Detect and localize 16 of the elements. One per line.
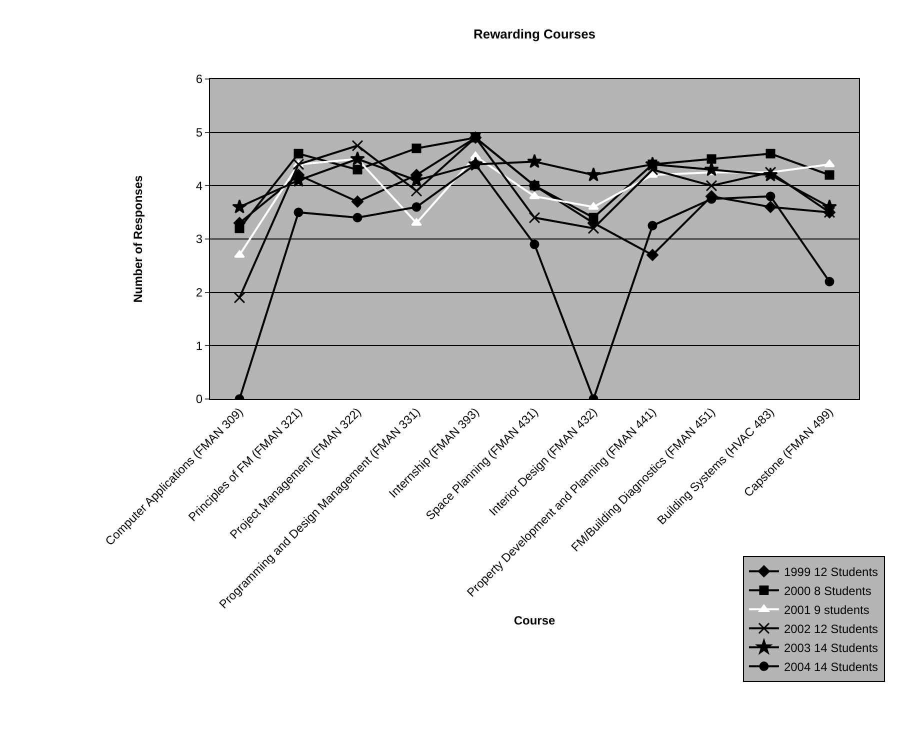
y-tick-label: 2	[196, 286, 203, 300]
legend-label: 2004 14 Students	[784, 660, 878, 674]
legend-label: 2000 8 Students	[784, 584, 872, 598]
legend-label: 2001 9 students	[784, 602, 870, 617]
y-tick-label: 6	[196, 72, 203, 86]
y-tick-label: 5	[196, 126, 203, 140]
chart-title: Rewarding Courses	[473, 26, 596, 42]
y-tick-label: 4	[196, 178, 203, 193]
legend-label: 2002 12 Students	[784, 622, 878, 636]
y-tick-label: 0	[196, 392, 203, 406]
y-axis-title: Number of Responses	[131, 174, 146, 303]
y-tick-label: 1	[196, 338, 203, 353]
y-tick-label: 3	[196, 232, 203, 246]
legend-label: 1999 12 Students	[784, 564, 878, 579]
legend-label: 2003 14 Students	[784, 640, 878, 655]
x-axis-title: Course	[514, 613, 556, 628]
